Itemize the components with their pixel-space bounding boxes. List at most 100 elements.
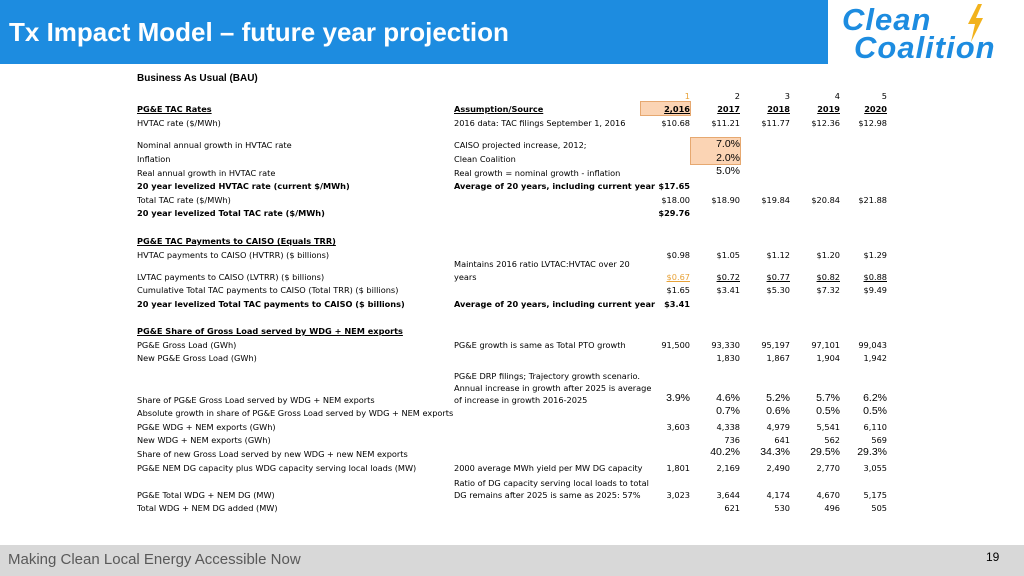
cell-value: 530 — [774, 503, 790, 513]
cell-value: 93,330 — [711, 340, 740, 350]
row-label: 20 year levelized Total TAC rate ($/MWh) — [137, 208, 325, 218]
cell-value: $18.00 — [661, 195, 690, 205]
cell-value: $3.41 — [664, 299, 690, 309]
row-source: Average of 20 years, including current y… — [454, 181, 656, 191]
cell-value: $9.49 — [863, 285, 887, 295]
cell-value: $0.67 — [666, 272, 690, 282]
cell-value: 0.5% — [863, 405, 887, 417]
cell-value: 1,830 — [716, 353, 740, 363]
cell-value: 29.5% — [810, 446, 840, 458]
cell-value: 91,500 — [661, 340, 690, 350]
cell-value: 3,603 — [666, 422, 690, 432]
cell-value: 97,101 — [811, 340, 840, 350]
cell-value: 2,169 — [716, 463, 740, 473]
cell-value: 34.3% — [760, 446, 790, 458]
row-label: HVTAC payments to CAISO (HVTRR) ($ billi… — [137, 250, 330, 260]
cell-value: $11.77 — [761, 118, 790, 128]
year-index-1: 1 — [684, 91, 690, 101]
spreadsheet: Business As Usual (BAU) 1 2 3 4 5 PG&E T… — [137, 73, 887, 514]
cell-value: $3.41 — [716, 285, 740, 295]
cell-value: 1,942 — [863, 353, 887, 363]
row-label: Total WDG + NEM DG added (MW) — [137, 503, 278, 513]
footer-tagline: Making Clean Local Energy Accessible Now — [8, 551, 301, 568]
row-source: PG&E growth is same as Total PTO growth — [454, 340, 626, 350]
clean-coalition-logo: Clean Coalition — [836, 2, 1022, 65]
row-label: PG&E WDG + NEM exports (GWh) — [137, 422, 276, 432]
cell-value: 2,490 — [766, 463, 790, 473]
cell-value: $1.12 — [766, 250, 790, 260]
cell-value: 4,670 — [816, 490, 840, 500]
cell-value: 4,979 — [766, 422, 790, 432]
cell-value: $12.36 — [811, 118, 840, 128]
row-label: HVTAC rate ($/MWh) — [137, 118, 221, 128]
row-source: DG remains after 2025 is same as 2025: 5… — [454, 490, 641, 500]
cell-value: 641 — [774, 435, 790, 445]
year-2016-highlight — [640, 101, 691, 116]
header-year-2: 2017 — [717, 104, 740, 114]
cell-value: $1.20 — [816, 250, 840, 260]
header-source: Assumption/Source — [454, 104, 544, 114]
row-label: Nominal annual growth in HVTAC rate — [137, 140, 292, 150]
header-label: PG&E TAC Rates — [137, 104, 212, 114]
lightning-bolt-icon — [968, 4, 983, 42]
cell-value: 0.7% — [716, 405, 740, 417]
footer-bar: Making Clean Local Energy Accessible Now… — [0, 545, 1024, 576]
header-year-1: 2,016 — [664, 104, 690, 114]
logo-word-coalition: Coalition — [854, 30, 996, 65]
row-source: CAISO projected increase, 2012; — [454, 140, 587, 150]
row-label: Inflation — [137, 154, 171, 164]
cell-value: 3.9% — [666, 392, 690, 404]
row-source: of increase in growth 2016-2025 — [454, 395, 588, 405]
row-label: New PG&E Gross Load (GWh) — [137, 353, 257, 363]
cell-value: $20.84 — [811, 195, 840, 205]
cell-value: 621 — [724, 503, 740, 513]
page-number: 19 — [986, 550, 1000, 564]
year-index-3: 3 — [784, 91, 790, 101]
row-label: Absolute growth in share of PG&E Gross L… — [137, 408, 454, 418]
cell-value: $0.82 — [816, 272, 840, 282]
cell-value: $7.32 — [816, 285, 840, 295]
year-index-2: 2 — [734, 91, 740, 101]
cell-value: $12.98 — [858, 118, 887, 128]
cell-value: 6.2% — [863, 392, 887, 404]
cell-value: 2,770 — [816, 463, 840, 473]
cell-value: 3,644 — [716, 490, 740, 500]
subsection-title: PG&E Share of Gross Load served by WDG +… — [137, 326, 403, 336]
row-label: LVTAC payments to CAISO (LVTRR) ($ billi… — [137, 272, 325, 282]
cell-value: 5,175 — [863, 490, 887, 500]
row-label: Cumulative Total TAC payments to CAISO (… — [137, 285, 399, 295]
row-source: Ratio of DG capacity serving local loads… — [454, 478, 649, 488]
cell-value: 6,110 — [863, 422, 887, 432]
cell-value: $1.05 — [716, 250, 740, 260]
row-source: Maintains 2016 ratio LVTAC:HVTAC over 20 — [454, 259, 630, 269]
row-label: Total TAC rate ($/MWh) — [137, 195, 231, 205]
logo-word-clean: Clean — [842, 2, 932, 37]
year-index-5: 5 — [881, 91, 887, 101]
cell-value: 99,043 — [858, 340, 887, 350]
cell-value: $10.68 — [661, 118, 690, 128]
cell-value: 1,904 — [816, 353, 840, 363]
header-year-3: 2018 — [767, 104, 790, 114]
cell-value: 3,055 — [863, 463, 887, 473]
cell-value: 5.7% — [816, 392, 840, 404]
section-title: Business As Usual (BAU) — [137, 73, 258, 84]
row-label: PG&E NEM DG capacity plus WDG capacity s… — [137, 463, 417, 473]
cell-value: $0.88 — [863, 272, 887, 282]
cell-value: $19.84 — [761, 195, 790, 205]
cell-value: $11.21 — [711, 118, 740, 128]
cell-value: 5.0% — [716, 165, 740, 177]
row-label: 20 year levelized HVTAC rate (current $/… — [137, 181, 350, 191]
cell-value: 2.0% — [716, 152, 740, 164]
row-label: PG&E Gross Load (GWh) — [137, 340, 237, 350]
cell-value: 0.6% — [766, 405, 790, 417]
cell-value: 0.5% — [816, 405, 840, 417]
row-label: Share of new Gross Load served by new WD… — [137, 449, 408, 459]
cell-value: 4,174 — [766, 490, 790, 500]
cell-value: 95,197 — [761, 340, 790, 350]
row-label: Real annual growth in HVTAC rate — [137, 168, 276, 178]
header-year-5: 2020 — [864, 104, 887, 114]
cell-value: 4.6% — [716, 392, 740, 404]
row-source: Clean Coalition — [454, 154, 516, 164]
growth-input-highlight — [690, 137, 741, 165]
row-source: 2016 data: TAC filings September 1, 2016 — [454, 118, 626, 128]
